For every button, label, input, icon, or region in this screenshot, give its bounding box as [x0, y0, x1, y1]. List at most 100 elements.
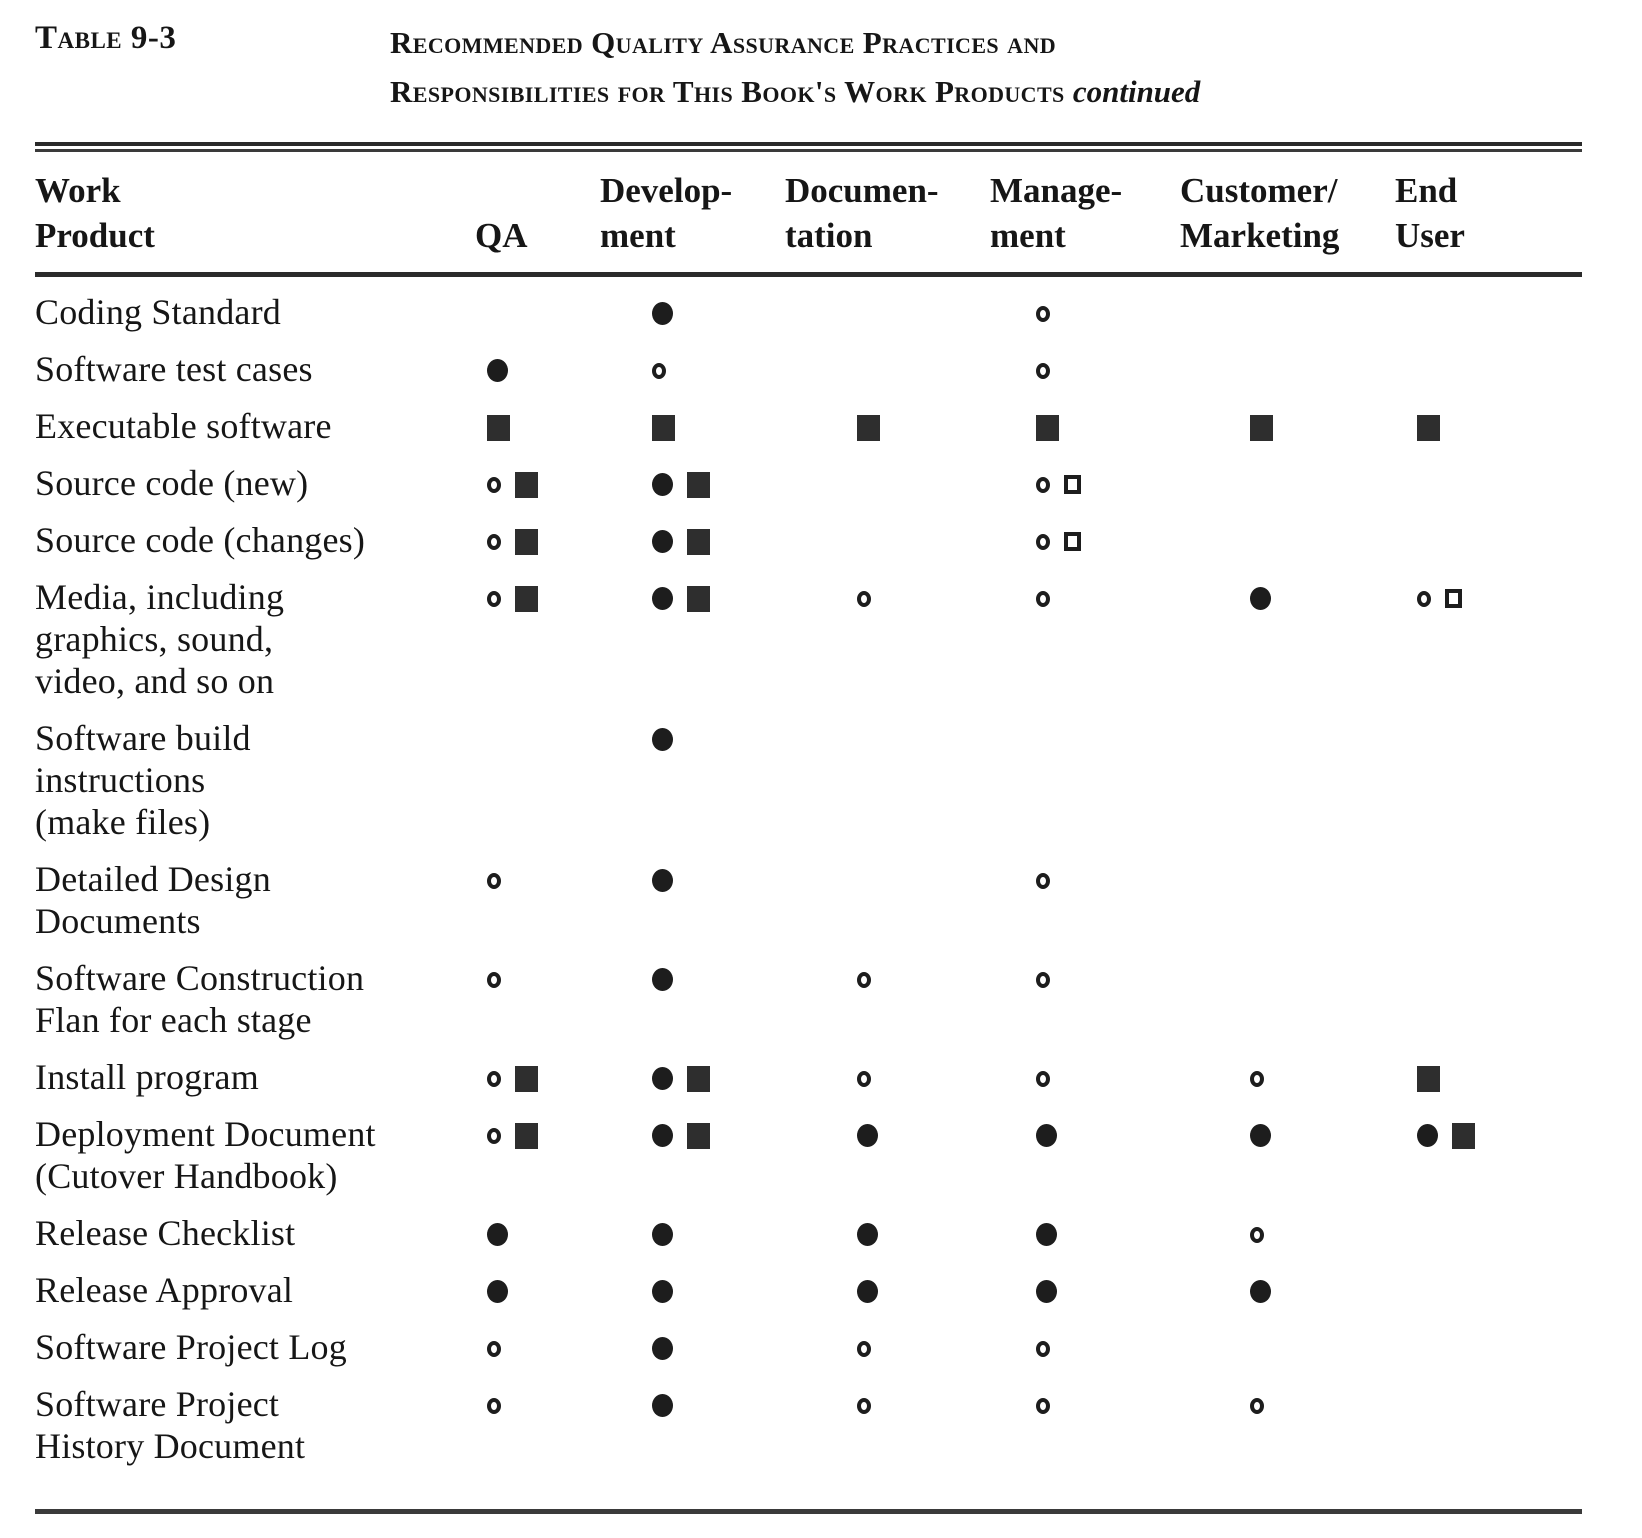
cell-development: [600, 1113, 785, 1197]
filled-square-symbol: [857, 414, 880, 441]
cell-development: [600, 858, 785, 942]
cell-development: [600, 1212, 785, 1254]
cell-end-user: [1395, 519, 1582, 561]
cell-management: [990, 858, 1180, 942]
table-title: Recommended Quality Assurance Practices …: [390, 18, 1200, 116]
cell-end-user: [1395, 576, 1582, 702]
cell-management: [990, 1383, 1180, 1467]
table-title-line2: Responsibilities for This Book's Work Pr…: [390, 74, 1065, 109]
filled-square-symbol: [515, 528, 538, 555]
cell-management: [990, 291, 1180, 333]
table-caption: Table 9-3 Recommended Quality Assurance …: [35, 18, 1582, 116]
open-circle-symbol: [1036, 476, 1050, 493]
open-circle-symbol: [1250, 1397, 1264, 1414]
column-header-line: tation: [785, 216, 873, 255]
cell-management: [990, 462, 1180, 504]
cell-qa: [475, 1113, 600, 1197]
column-header-documentation: Documen-tation: [785, 168, 990, 258]
filled-circle-symbol: [1417, 1124, 1438, 1148]
work-product-label: Coding Standard: [35, 292, 281, 332]
cell-documentation: [785, 348, 990, 390]
column-header-line: Product: [35, 216, 155, 255]
filled-circle-symbol: [652, 728, 673, 752]
column-header-line: QA: [475, 216, 528, 255]
filled-circle-symbol: [1036, 1124, 1057, 1148]
cell-end-user: [1395, 1269, 1582, 1311]
table-row: Software build instructions (make files): [35, 717, 1582, 843]
open-circle-symbol: [487, 1127, 501, 1144]
cell-qa: [475, 291, 600, 333]
cell-end-user: [1395, 348, 1582, 390]
filled-square-symbol: [1417, 414, 1440, 441]
cell-development: [600, 1269, 785, 1311]
cell-development: [600, 717, 785, 843]
open-circle-symbol: [1036, 305, 1050, 322]
cell-management: [990, 405, 1180, 447]
column-header-line: ment: [600, 216, 676, 255]
filled-circle-symbol: [1036, 1280, 1057, 1304]
open-circle-symbol: [1036, 1397, 1050, 1414]
filled-circle-symbol: [1250, 587, 1271, 611]
cell-end-user: [1395, 291, 1582, 333]
filled-circle-symbol: [652, 1223, 673, 1247]
filled-square-symbol: [652, 414, 675, 441]
open-circle-symbol: [487, 476, 501, 493]
filled-square-symbol: [687, 1065, 710, 1092]
filled-circle-symbol: [1250, 1124, 1271, 1148]
cell-end-user: [1395, 1113, 1582, 1197]
filled-square-symbol: [1250, 414, 1273, 441]
cell-qa: [475, 519, 600, 561]
open-square-symbol: [1445, 589, 1462, 609]
column-header-customer-marketing: Customer/Marketing: [1180, 168, 1395, 258]
column-header-management: Manage-ment: [990, 168, 1180, 258]
filled-circle-symbol: [652, 968, 673, 992]
filled-circle-symbol: [652, 1394, 673, 1418]
open-square-symbol: [1064, 475, 1081, 495]
table-row: Software Project History Document: [35, 1383, 1582, 1467]
cell-documentation: [785, 957, 990, 1041]
filled-circle-symbol: [652, 530, 673, 554]
cell-qa: [475, 1326, 600, 1368]
column-header-line: End: [1395, 171, 1458, 210]
open-circle-symbol: [857, 1397, 871, 1414]
work-product-label: Detailed Design Documents: [35, 859, 271, 941]
cell-management: [990, 519, 1180, 561]
table-row: Install program: [35, 1056, 1582, 1098]
cell-customer-marketing: [1180, 1383, 1395, 1467]
cell-documentation: [785, 519, 990, 561]
cell-documentation: [785, 1269, 990, 1311]
column-header-line: Manage-: [990, 171, 1123, 210]
cell-qa: [475, 462, 600, 504]
open-circle-symbol: [652, 362, 666, 379]
cell-development: [600, 576, 785, 702]
cell-management: [990, 1212, 1180, 1254]
cell-documentation: [785, 1326, 990, 1368]
filled-circle-symbol: [652, 1280, 673, 1304]
table-number: Table 9-3: [35, 20, 177, 56]
open-circle-symbol: [1036, 1340, 1050, 1357]
filled-square-symbol: [515, 585, 538, 612]
filled-square-symbol: [1036, 414, 1059, 441]
top-double-rule: [35, 142, 1582, 152]
work-product-label: Software test cases: [35, 349, 313, 389]
filled-square-symbol: [515, 471, 538, 498]
cell-qa: [475, 1212, 600, 1254]
column-header-line: Work: [35, 171, 121, 210]
cell-management: [990, 1269, 1180, 1311]
column-header-line: Documen-: [785, 171, 939, 210]
cell-customer-marketing: [1180, 462, 1395, 504]
filled-circle-symbol: [1036, 1223, 1057, 1247]
filled-square-symbol: [1417, 1065, 1440, 1092]
filled-circle-symbol: [1250, 1280, 1271, 1304]
open-circle-symbol: [1036, 872, 1050, 889]
filled-circle-symbol: [652, 869, 673, 893]
filled-square-symbol: [487, 414, 510, 441]
cell-customer-marketing: [1180, 957, 1395, 1041]
filled-circle-symbol: [652, 1124, 673, 1148]
cell-documentation: [785, 405, 990, 447]
work-product-label: Source code (new): [35, 463, 309, 503]
cell-development: [600, 1383, 785, 1467]
column-header-line: Customer/: [1180, 171, 1338, 210]
work-product-label: Release Approval: [35, 1270, 294, 1310]
